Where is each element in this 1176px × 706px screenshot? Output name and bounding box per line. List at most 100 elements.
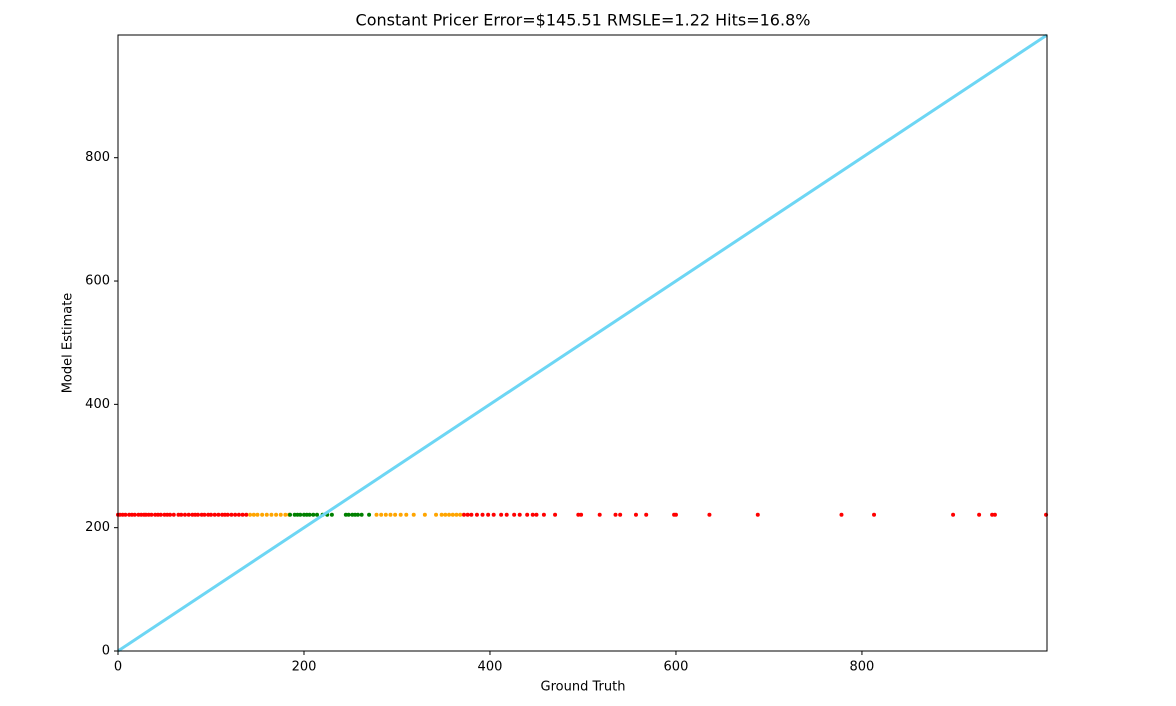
y-tick-label: 200: [85, 520, 110, 535]
point: [236, 512, 241, 517]
point: [992, 512, 997, 517]
point: [355, 512, 360, 517]
point: [233, 512, 238, 517]
point: [171, 512, 176, 517]
point: [129, 512, 134, 517]
point: [120, 512, 125, 517]
point: [434, 512, 439, 517]
point: [465, 512, 470, 517]
point: [162, 512, 167, 517]
point: [633, 512, 638, 517]
point: [155, 512, 160, 517]
point: [301, 512, 306, 517]
point: [398, 512, 403, 517]
point: [499, 512, 504, 517]
point: [190, 512, 195, 517]
point: [707, 512, 712, 517]
point: [644, 512, 649, 517]
point: [165, 512, 170, 517]
point: [199, 512, 204, 517]
point: [206, 512, 211, 517]
point: [283, 512, 288, 517]
point: [329, 512, 334, 517]
point: [139, 512, 144, 517]
point: [404, 512, 409, 517]
point: [422, 512, 427, 517]
point: [450, 512, 455, 517]
point: [346, 512, 351, 517]
point: [374, 512, 379, 517]
point: [839, 512, 844, 517]
point: [530, 512, 535, 517]
point: [153, 512, 158, 517]
point: [288, 512, 293, 517]
point: [458, 512, 463, 517]
point: [504, 512, 509, 517]
point: [951, 512, 956, 517]
point: [977, 512, 982, 517]
point: [541, 512, 546, 517]
point: [248, 512, 253, 517]
point: [216, 512, 221, 517]
point: [304, 512, 309, 517]
y-axis-label: Model Estimate: [61, 293, 76, 394]
point: [576, 512, 581, 517]
point: [132, 512, 137, 517]
point: [443, 512, 448, 517]
point: [264, 512, 269, 517]
point: [353, 512, 358, 517]
y-tick-label: 400: [85, 397, 110, 412]
point: [222, 512, 227, 517]
point: [597, 512, 602, 517]
point: [240, 512, 245, 517]
x-tick-label: 800: [850, 660, 875, 675]
point: [315, 512, 320, 517]
point: [343, 512, 348, 517]
point: [388, 512, 393, 517]
point: [168, 512, 173, 517]
point: [295, 512, 300, 517]
point: [298, 512, 303, 517]
point: [311, 512, 316, 517]
point: [176, 512, 181, 517]
point: [186, 512, 191, 517]
x-axis-label: Ground Truth: [541, 680, 626, 695]
point: [149, 512, 154, 517]
point: [269, 512, 274, 517]
point: [525, 512, 530, 517]
point: [480, 512, 485, 517]
point: [202, 512, 207, 517]
point: [182, 512, 187, 517]
point: [379, 512, 384, 517]
point: [367, 512, 372, 517]
point: [278, 512, 283, 517]
point: [292, 512, 297, 517]
point: [229, 512, 234, 517]
point: [579, 512, 584, 517]
point: [469, 512, 474, 517]
point: [474, 512, 479, 517]
point: [411, 512, 416, 517]
point: [179, 512, 184, 517]
point: [251, 512, 256, 517]
point: [990, 512, 995, 517]
point: [553, 512, 558, 517]
point: [872, 512, 877, 517]
point: [127, 512, 132, 517]
plot-frame: [117, 34, 1048, 652]
point: [260, 512, 265, 517]
point: [146, 512, 151, 517]
point: [393, 512, 398, 517]
point: [383, 512, 388, 517]
point: [255, 512, 260, 517]
point: [212, 512, 217, 517]
point: [195, 512, 200, 517]
chart-title: Constant Pricer Error=$145.51 RMSLE=1.22…: [356, 11, 811, 30]
point: [447, 512, 452, 517]
point: [534, 512, 539, 517]
point: [208, 512, 213, 517]
point: [618, 512, 623, 517]
point: [461, 512, 466, 517]
